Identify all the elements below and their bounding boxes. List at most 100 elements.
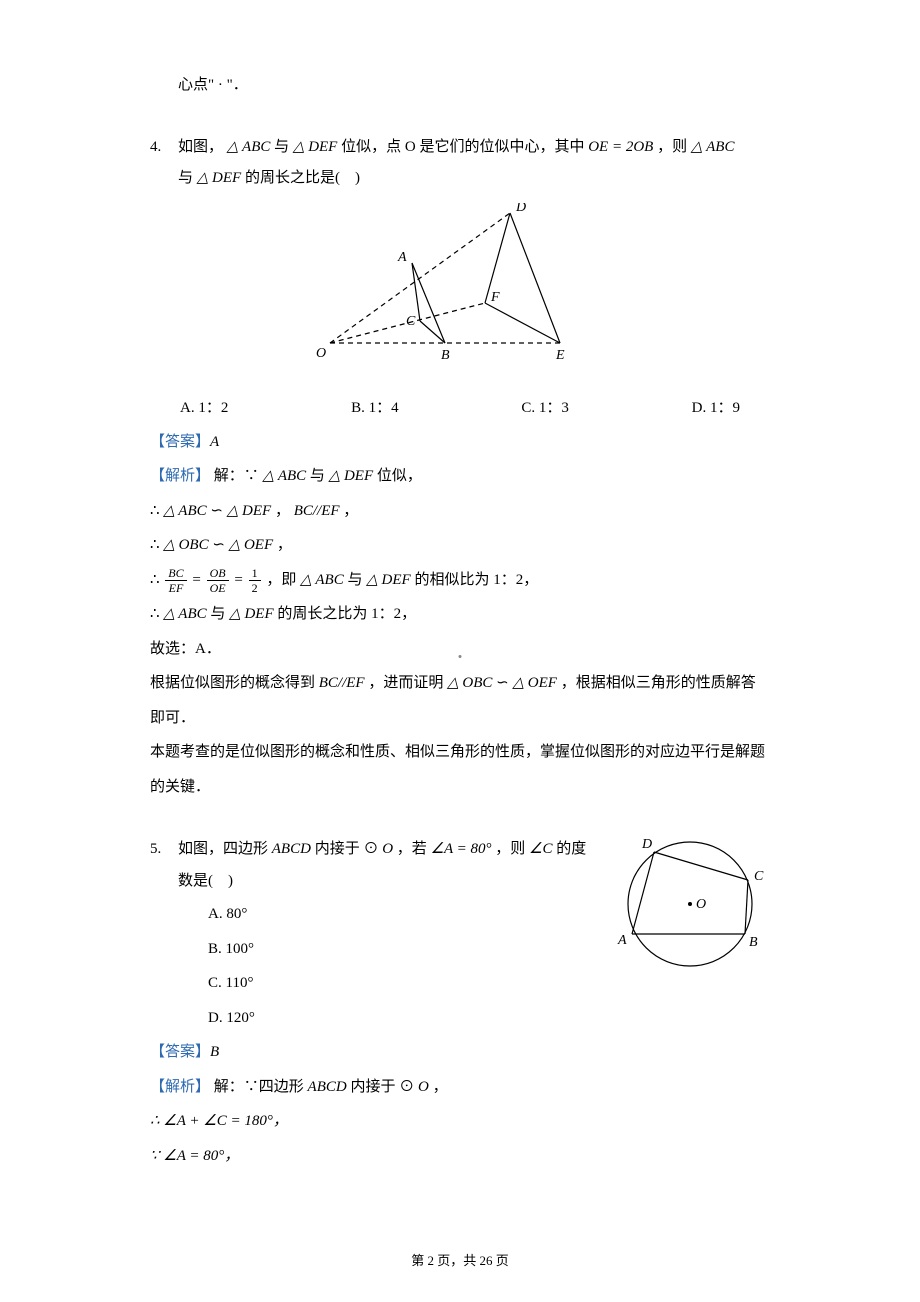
svg-text:A: A xyxy=(617,933,627,948)
text: ， xyxy=(277,537,292,553)
math: △ ABC xyxy=(163,606,206,622)
math: △ DEF xyxy=(293,139,337,155)
question-4: 4. 如图， △ ABC 与 △ DEF 位似，点 O 是它们的位似中心，其中 … xyxy=(150,132,770,195)
q4-options: A. 1：2 B. 1：4 C. 1：3 D. 1：9 xyxy=(150,393,770,425)
center-dot-icon xyxy=(459,655,462,658)
math: △ DEF xyxy=(197,170,241,186)
eq: = xyxy=(234,572,242,588)
math: OE = 2OB xyxy=(588,139,653,155)
text: 的周长之比是( ) xyxy=(245,170,360,186)
text: ∴ xyxy=(150,537,160,553)
svg-text:D: D xyxy=(515,203,526,215)
text: 的相似比为 1：2， xyxy=(414,572,538,588)
q4-figure: OBECFAD xyxy=(150,203,770,386)
math: △ ABC xyxy=(300,572,344,588)
option-c: C. 1：3 xyxy=(521,393,569,425)
text: 与 xyxy=(347,572,362,588)
math: △ OEF xyxy=(512,675,556,691)
q5-answer: 【答案】B xyxy=(150,1035,770,1070)
math: ∠C xyxy=(529,841,552,857)
svg-text:O: O xyxy=(316,346,326,361)
option-a: A. 1：2 xyxy=(180,393,228,425)
answer-label: 【答案】 xyxy=(150,1044,210,1060)
math: BC//EF xyxy=(319,675,365,691)
math: ∠A = 80° xyxy=(431,841,492,857)
text: 与 xyxy=(178,170,193,186)
text: 与 xyxy=(210,606,225,622)
q4-sol-l3: ∴ △ OBC ∽ △ OEF ， xyxy=(150,528,770,563)
text: ∽ xyxy=(496,675,509,691)
q4-answer: 【答案】A xyxy=(150,425,770,460)
text: ， xyxy=(275,503,290,519)
math: △ ABC xyxy=(691,139,735,155)
svg-text:A: A xyxy=(397,250,407,265)
option-b: B. 100° xyxy=(208,932,600,967)
text: ∽ xyxy=(210,503,223,519)
svg-text:F: F xyxy=(490,290,500,305)
text: ∴ xyxy=(150,572,160,588)
text: 如图，四边形 xyxy=(178,841,272,857)
text: ，则 xyxy=(495,841,525,857)
math: △ DEF xyxy=(229,606,273,622)
text: 内接于 ⊙ xyxy=(315,841,379,857)
text: 根据位似图形的概念得到 xyxy=(150,675,315,691)
q4-explain-l2: 本题考查的是位似图形的概念和性质、相似三角形的性质，掌握位似图形的对应边平行是解… xyxy=(150,735,770,804)
math: △ DEF xyxy=(227,503,271,519)
option-a: A. 80° xyxy=(208,897,600,932)
fragment-top: 心点" · "． xyxy=(150,70,770,102)
svg-text:D: D xyxy=(641,837,652,852)
triangle-diagram: OBECFAD xyxy=(310,203,610,373)
math: △ ABC xyxy=(163,503,206,519)
math: O xyxy=(382,841,393,857)
fraction: BCEF xyxy=(165,567,186,594)
option-b: B. 1：4 xyxy=(351,393,399,425)
math: ABCD xyxy=(308,1079,347,1095)
option-c: C. 110° xyxy=(208,966,600,1001)
math: △ DEF xyxy=(329,468,373,484)
text: ∴ xyxy=(150,503,160,519)
svg-text:O: O xyxy=(696,897,706,912)
svg-text:E: E xyxy=(555,348,565,363)
math: △ ABC xyxy=(227,139,271,155)
text: 位似， xyxy=(377,468,422,484)
document-page: 心点" · "． 4. 如图， △ ABC 与 △ DEF 位似，点 O 是它们… xyxy=(0,0,920,1302)
math: △ OBC xyxy=(447,675,492,691)
circle-diagram: OABCD xyxy=(610,834,770,979)
svg-text:C: C xyxy=(754,869,764,884)
text: 位似，点 O 是它们的位似中心，其中 xyxy=(341,139,584,155)
math: O xyxy=(418,1079,429,1095)
q5-sol-l2: ∴ ∠A + ∠C = 180°， xyxy=(150,1104,770,1139)
text: ， xyxy=(433,1079,448,1095)
q4-sol-l6: 故选：A． xyxy=(150,632,770,667)
option-d: D. 1：9 xyxy=(692,393,740,425)
text: ，即 xyxy=(266,572,296,588)
text: 解：∵ xyxy=(214,468,259,484)
q5-figure: OABCD xyxy=(610,834,770,992)
fraction: 12 xyxy=(249,567,261,594)
question-number: 4. xyxy=(150,132,178,164)
text: ∽ xyxy=(212,537,225,553)
page-footer: 第 2 页，共 26 页 xyxy=(0,1247,920,1274)
eq: = xyxy=(192,572,200,588)
q5-analysis-l1: 【解析】 解：∵四边形 ABCD 内接于 ⊙ O ， xyxy=(150,1070,770,1105)
text: ，则 xyxy=(657,139,687,155)
q5-options: A. 80° B. 100° C. 110° D. 120° xyxy=(178,897,600,1035)
text: 内接于 ⊙ xyxy=(350,1079,414,1095)
fraction: OBOE xyxy=(207,567,229,594)
text: ，若 xyxy=(397,841,427,857)
math: △ OEF xyxy=(229,537,273,553)
text: ， xyxy=(343,503,358,519)
question-number: 5. xyxy=(150,834,178,866)
math: ABCD xyxy=(272,841,311,857)
text: 解：∵四边形 xyxy=(214,1079,308,1095)
text: ，进而证明 xyxy=(368,675,443,691)
text: 与 xyxy=(310,468,325,484)
svg-text:C: C xyxy=(406,314,416,329)
analysis-label: 【解析】 xyxy=(150,1079,210,1095)
question-5: 5. 如图，四边形 ABCD 内接于 ⊙ O ，若 ∠A = 80° ，则 ∠C… xyxy=(150,834,770,1035)
math: △ ABC xyxy=(263,468,307,484)
analysis-label: 【解析】 xyxy=(150,468,210,484)
q5-sol-l3: ∵ ∠A = 80°， xyxy=(150,1139,770,1174)
q5-text: 如图，四边形 ABCD 内接于 ⊙ O ，若 ∠A = 80° ，则 ∠C 的度… xyxy=(178,834,610,1035)
answer-value: A xyxy=(210,434,219,450)
